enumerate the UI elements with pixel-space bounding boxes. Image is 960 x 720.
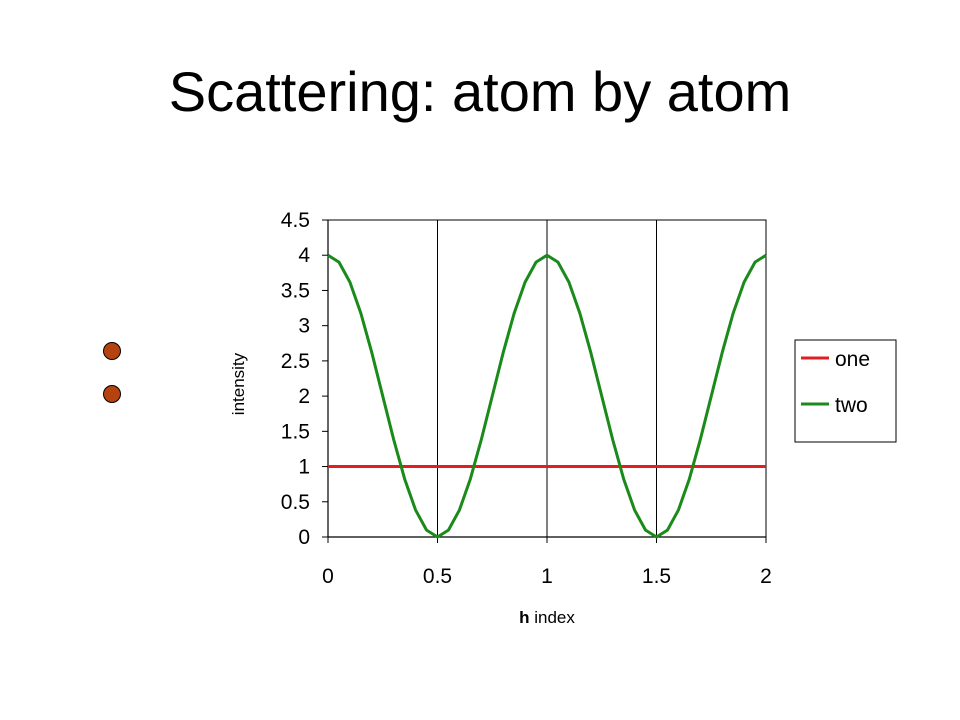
y-tick-label-1: 0.5: [281, 491, 310, 514]
x-axis-ticks: 0 0.5 1 1.5 2: [322, 537, 772, 588]
legend-label-two: two: [835, 394, 868, 417]
atom-circle-1: [103, 342, 121, 360]
x-axis-title: h index: [519, 608, 575, 627]
y-tick-label-0: 0: [298, 526, 310, 549]
chart-legend: one two: [794, 339, 897, 443]
y-tick-label-8: 4: [298, 244, 310, 267]
slide-title: Scattering: atom by atom: [168, 60, 792, 123]
y-tick-label-6: 3: [298, 315, 310, 338]
x-tick-label-1: 0.5: [423, 565, 452, 588]
grid-lines: [437, 220, 657, 537]
x-tick-label-3: 1.5: [642, 565, 671, 588]
x-axis-title-rest: index: [530, 608, 576, 627]
series-line-two: [327, 253, 767, 539]
y-tick-label-5: 2.5: [281, 350, 310, 373]
y-tick-label-9: 4.5: [281, 209, 310, 232]
y-tick-label-3: 1.5: [281, 420, 310, 443]
y-tick-label-2: 1: [298, 456, 310, 479]
x-tick-label-4: 2: [760, 565, 772, 588]
x-tick-label-0: 0: [322, 565, 334, 588]
y-tick-label-4: 2: [298, 385, 310, 408]
x-tick-label-2: 1: [541, 565, 553, 588]
atom-circle-2: [103, 385, 121, 403]
y-axis-ticks: 0 0.5 1 1.5 2 2.5 3 3.5 4 4.5: [281, 209, 328, 549]
legend-label-one: one: [835, 348, 870, 371]
y-axis-title: intensity: [229, 352, 248, 415]
x-axis-title-bold: h: [519, 608, 529, 627]
y-tick-label-7: 3.5: [281, 279, 310, 302]
data-series: [327, 253, 767, 539]
